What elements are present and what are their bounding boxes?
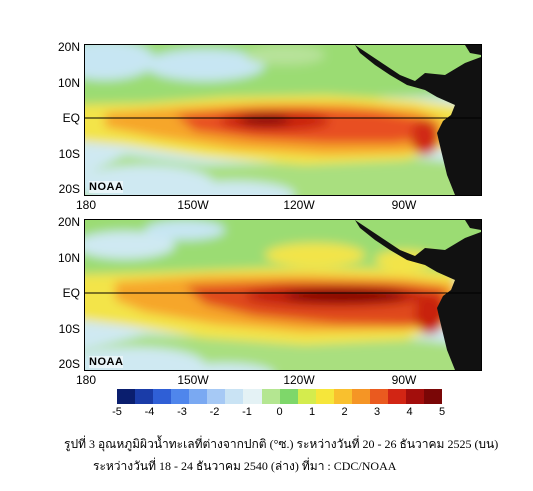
sst-anomaly-map-1982: NOAA [84,44,482,196]
colorbar-tick-label: -3 [177,406,187,418]
colorbar-cell [189,389,208,404]
sst-anomaly-map-1997: NOAA [84,219,482,371]
colorbar-cell [406,389,425,404]
noaa-watermark: NOAA [89,181,124,193]
lat-label: EQ [62,111,80,125]
colorbar-cell [351,389,370,404]
colorbar-tick-label: 3 [373,406,381,418]
colorbar-cell [333,389,352,404]
colorbar-cell [171,389,190,404]
colorbar-tick-label: 0 [276,406,283,418]
lat-label: 20N [57,215,80,229]
colorbar-cell [225,389,244,404]
colorbar-cell [207,389,226,404]
colorbar-cell [135,389,154,404]
lon-label: 90W [391,373,417,387]
lat-label: 10S [58,322,80,336]
colorbar-tick-label: 5 [438,406,446,418]
noaa-watermark: NOAA [89,356,124,368]
figure-caption-line-2: ระหว่างวันที่ 18 - 24 ธันวาคม 2540 (ล่าง… [93,459,397,473]
lat-label: 20N [57,40,80,54]
sst-map-graphic [85,220,481,370]
lon-label: 120W [283,373,315,387]
sst-map-graphic [85,45,481,195]
figure-caption-line-1: รูปที่ 3 อุณหภูมิผิวน้ำทะเลที่ต่างจากปกต… [64,437,499,451]
colorbar-cell [315,389,334,404]
colorbar-cell [279,389,298,404]
lon-label: 90W [391,198,417,212]
lat-label: 20S [58,357,80,371]
colorbar-tick-label: -4 [144,406,155,418]
colorbar-tick-label: 4 [406,406,413,418]
lat-label: 10S [58,147,80,161]
colorbar-cell [424,389,443,404]
colorbar-cell [387,389,406,404]
colorbar-cell [153,389,172,404]
lat-label: EQ [62,286,80,300]
lat-label: 20S [58,182,80,196]
lat-label: 10N [57,251,80,265]
lon-label: 150W [177,373,209,387]
colorbar-tick-label: -2 [209,406,220,418]
lon-label: 180 [75,373,97,387]
colorbar-cell [261,389,280,404]
lon-label: 120W [283,198,315,212]
colorbar-tick-label: -1 [242,406,252,418]
colorbar-ticks: -5 -4 -3 -2 -1 0 1 2 3 4 5 [112,406,446,420]
lat-label: 10N [57,76,80,90]
colorbar-cell [297,389,316,404]
colorbar-tick-label: 1 [308,406,316,418]
colorbar-cell [243,389,262,404]
lon-label: 150W [177,198,209,212]
colorbar-tick-label: 2 [341,406,348,418]
colorbar-legend [117,389,443,404]
colorbar-tick-label: -5 [112,406,122,418]
lon-label: 180 [75,198,97,212]
colorbar-cell [369,389,388,404]
colorbar-cell [117,389,136,404]
